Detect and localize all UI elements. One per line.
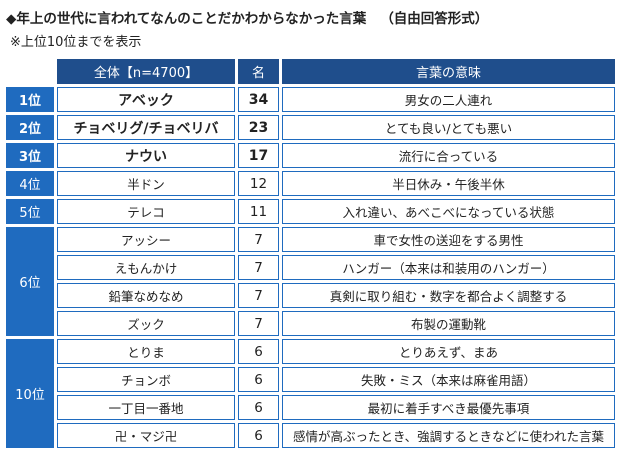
count-cell: 7 [238,311,279,336]
rank-cell: 10位 [6,339,54,448]
word-cell: 一丁目一番地 [57,395,235,420]
rank-group-10: 10位 とりま 6 とりあえず、まあ チョンボ 6 失敗・ミス（本来は麻雀用語）… [6,339,615,448]
table-row: 2位 チョベリグ/チョベリバ 23 とても良い/とても悪い [6,115,615,140]
meaning-cell: ハンガー（本来は和装用のハンガー） [282,255,615,280]
count-cell: 6 [238,367,279,392]
word-cell: ナウい [57,143,235,168]
meaning-cell: 半日休み・午後半休 [282,171,615,196]
count-cell: 11 [238,199,279,224]
rank-cell: 5位 [6,199,54,224]
group-rows: とりま 6 とりあえず、まあ チョンボ 6 失敗・ミス（本来は麻雀用語） 一丁目… [57,339,615,448]
table-row: アッシー 7 車で女性の送迎をする男性 [57,227,615,252]
table-row: 4位 半ドン 12 半日休み・午後半休 [6,171,615,196]
meaning-cell: 最初に着手すべき最優先事項 [282,395,615,420]
header-meaning: 言葉の意味 [282,59,615,84]
ranking-table: 全体【n=4700】 名 言葉の意味 1位 アベック 34 男女の二人連れ 2位… [6,59,615,451]
rank-cell: 6位 [6,227,54,336]
header-empty-cell [6,59,54,84]
word-cell: 卍・マジ卍 [57,423,235,448]
subtitle: ※上位10位までを表示 [10,35,142,50]
meaning-cell: 入れ違い、あべこべになっている状態 [282,199,615,224]
rank-cell: 1位 [6,87,54,112]
word-cell: とりま [57,339,235,364]
word-cell: アッシー [57,227,235,252]
word-cell: チョンボ [57,367,235,392]
word-cell: 鉛筆なめなめ [57,283,235,308]
header-count: 名 [238,59,279,84]
table-row: チョンボ 6 失敗・ミス（本来は麻雀用語） [57,367,615,392]
word-cell: 半ドン [57,171,235,196]
table-header-row: 全体【n=4700】 名 言葉の意味 [6,59,615,84]
count-cell: 7 [238,283,279,308]
header-word: 全体【n=4700】 [57,59,235,84]
count-cell: 12 [238,171,279,196]
count-cell: 34 [238,87,279,112]
word-cell: ズック [57,311,235,336]
table-row: 1位 アベック 34 男女の二人連れ [6,87,615,112]
table-row: 鉛筆なめなめ 7 真剣に取り組む・数字を都合よく調整する [57,283,615,308]
word-cell: チョベリグ/チョベリバ [57,115,235,140]
count-cell: 7 [238,255,279,280]
word-cell: アベック [57,87,235,112]
rank-cell: 4位 [6,171,54,196]
page-title: ◆年上の世代に言われてなんのことだかわからなかった言葉 （自由回答形式） [6,7,488,27]
count-cell: 23 [238,115,279,140]
meaning-cell: 感情が高ぶったとき、強調するときなどに使われた言葉 [282,423,615,448]
title-note: （自由回答形式） [380,11,489,27]
table-row: 一丁目一番地 6 最初に着手すべき最優先事項 [57,395,615,420]
count-cell: 6 [238,395,279,420]
meaning-cell: 布製の運動靴 [282,311,615,336]
rank-cell: 2位 [6,115,54,140]
count-cell: 7 [238,227,279,252]
group-rows: アッシー 7 車で女性の送迎をする男性 えもんかけ 7 ハンガー（本来は和装用の… [57,227,615,336]
count-cell: 6 [238,339,279,364]
table-row: 3位 ナウい 17 流行に合っている [6,143,615,168]
meaning-cell: 流行に合っている [282,143,615,168]
table-row: とりま 6 とりあえず、まあ [57,339,615,364]
count-cell: 17 [238,143,279,168]
meaning-cell: とりあえず、まあ [282,339,615,364]
table-row: 5位 テレコ 11 入れ違い、あべこべになっている状態 [6,199,615,224]
table-row: えもんかけ 7 ハンガー（本来は和装用のハンガー） [57,255,615,280]
rank-cell: 3位 [6,143,54,168]
table-row: 卍・マジ卍 6 感情が高ぶったとき、強調するときなどに使われた言葉 [57,423,615,448]
meaning-cell: 車で女性の送迎をする男性 [282,227,615,252]
table-row: ズック 7 布製の運動靴 [57,311,615,336]
rank-group-6: 6位 アッシー 7 車で女性の送迎をする男性 えもんかけ 7 ハンガー（本来は和… [6,227,615,336]
meaning-cell: 男女の二人連れ [282,87,615,112]
meaning-cell: とても良い/とても悪い [282,115,615,140]
word-cell: テレコ [57,199,235,224]
meaning-cell: 真剣に取り組む・数字を都合よく調整する [282,283,615,308]
title-text: ◆年上の世代に言われてなんのことだかわからなかった言葉 [6,11,367,27]
count-cell: 6 [238,423,279,448]
word-cell: えもんかけ [57,255,235,280]
meaning-cell: 失敗・ミス（本来は麻雀用語） [282,367,615,392]
